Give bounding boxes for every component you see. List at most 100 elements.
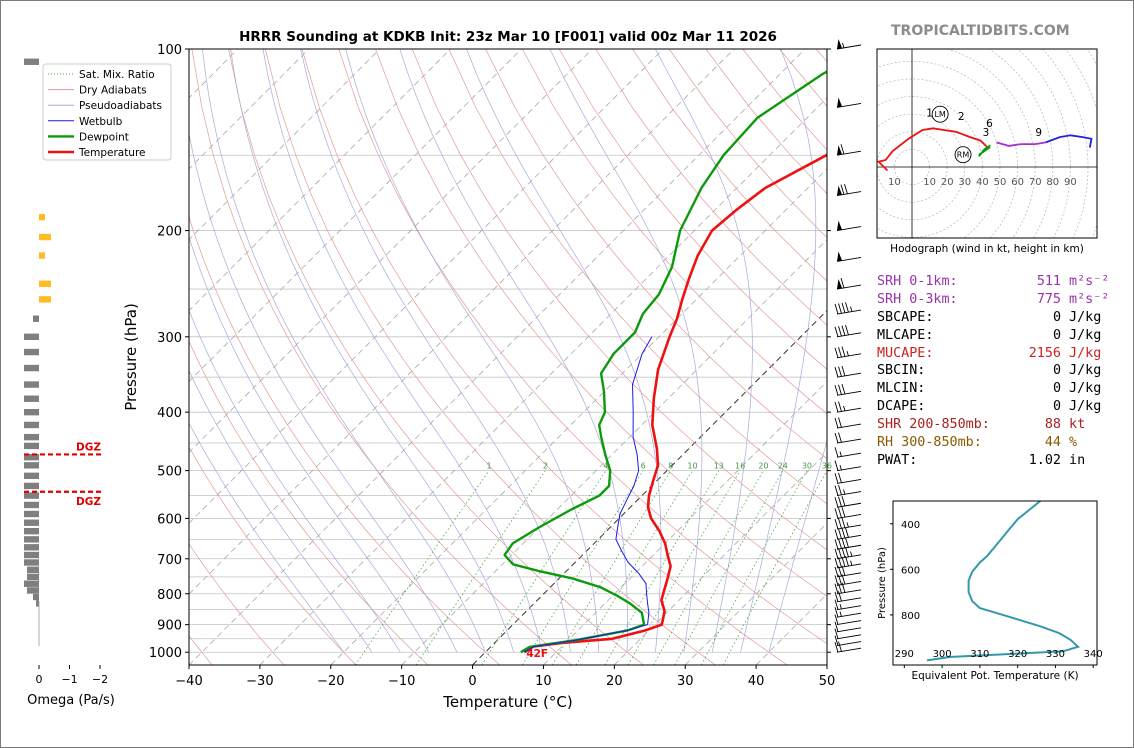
hodograph-caption: Hodograph (wind in kt, height in km) — [890, 243, 1084, 255]
mixing-ratio-line — [653, 470, 764, 665]
omega-bar — [39, 213, 45, 221]
dewpoint-line — [503, 70, 827, 654]
dry-adiabat — [228, 49, 644, 665]
stat-label: SRH 0-3km: — [877, 291, 958, 307]
barb-flag — [840, 277, 845, 289]
barb-flag — [841, 365, 846, 377]
stat-label: MUCAPE: — [877, 345, 934, 361]
hodograph-ring-label: 10 — [923, 177, 936, 188]
barb-flag — [845, 556, 849, 567]
omega-bar — [24, 442, 39, 450]
hodograph-height-label: 2 — [958, 111, 965, 123]
omega-bar — [24, 527, 39, 535]
omega-tick-label: −1 — [61, 673, 77, 686]
barb-flag — [838, 518, 842, 529]
stat-row: MLCAPE: 0 J/kg — [877, 327, 1109, 345]
mixing-ratio-label: 4 — [603, 462, 608, 471]
barb-flag — [838, 484, 842, 496]
barb-flag — [834, 621, 839, 632]
mixing-ratio-line — [415, 470, 546, 665]
wind-barb — [834, 495, 862, 508]
y-tick-label: 800 — [157, 588, 182, 603]
hodograph-labels: 10 10 20 30 40 50 60 70 80 90 1 2 36 9 LM RM — [888, 105, 1077, 188]
pseudoadiabat — [189, 309, 401, 653]
wind-barb — [836, 39, 862, 50]
skewt-axes-frame — [188, 48, 828, 666]
omega-bar — [24, 408, 39, 416]
hodograph-ring-label: 50 — [994, 177, 1007, 188]
barb-flag — [840, 184, 845, 195]
stat-value: 0 — [1052, 363, 1061, 379]
barb-flag — [834, 548, 839, 559]
wind-barb — [834, 472, 862, 484]
y-tick-label: 100 — [157, 43, 182, 58]
hodograph-ring-label: 60 — [1011, 177, 1024, 188]
barb-half-flag — [842, 42, 845, 49]
omega-bar — [24, 381, 39, 388]
hodograph-segment — [1045, 134, 1093, 148]
mixing-ratio-label: 16 — [735, 462, 745, 471]
stat-row: RH 300-850mb: 44 % — [877, 434, 1109, 452]
dry-adiabat — [375, 49, 827, 597]
barb-staff — [836, 44, 862, 50]
stat-value: 775 — [1036, 291, 1061, 307]
wind-barb — [836, 97, 862, 108]
storm-motion-label: RM — [957, 151, 970, 160]
barb-flag — [834, 367, 839, 378]
skewt-profiles — [503, 70, 827, 654]
legend-label: Sat. Mix. Ratio — [79, 69, 155, 81]
dgz-markers: DGZ DGZ — [24, 441, 101, 508]
barb-pennant — [837, 185, 842, 196]
mixing-ratio-line — [522, 470, 644, 665]
wind-barb — [834, 507, 862, 519]
barb-flag — [838, 401, 842, 412]
wind-barb — [834, 401, 862, 413]
y-axis-label: Pressure (hPa) — [122, 303, 140, 411]
x-tick-label: −30 — [246, 674, 273, 689]
barb-flag — [841, 325, 846, 336]
x-tick-label: −20 — [317, 674, 344, 689]
barb-flag — [834, 539, 839, 550]
barb-staff — [836, 150, 862, 156]
x-tick-label: 30 — [677, 674, 694, 689]
isotherm — [189, 49, 451, 312]
wind-barb — [836, 277, 862, 290]
barb-flag — [838, 507, 842, 518]
stat-label: RH 300-850mb: — [877, 435, 982, 451]
wind-barb — [834, 641, 862, 653]
barb-flag — [834, 460, 839, 471]
hodograph-ring-label: 20 — [941, 177, 954, 188]
chart-title: HRRR Sounding at KDKB Init: 23z Mar 10 [… — [239, 29, 777, 45]
barb-flag — [834, 508, 839, 519]
stat-row: PWAT: 1.02 in — [877, 452, 1109, 470]
theta-x-tick-label: 340 — [1084, 649, 1103, 660]
hodograph-height-label: 9 — [1035, 127, 1042, 139]
omega-bar — [39, 296, 51, 303]
dry-adiabat — [191, 49, 572, 665]
x-tick-label: 0 — [468, 674, 476, 689]
y-tick-label: 700 — [157, 553, 182, 568]
omega-tick-label: −2 — [92, 673, 108, 686]
isotherm — [189, 49, 310, 170]
stat-value: 1.02 — [1028, 452, 1061, 468]
y-tick-label: 500 — [157, 465, 182, 480]
barb-flag — [845, 537, 849, 548]
stat-label: SHR 200-850mb: — [877, 417, 990, 433]
barb-flag — [841, 384, 846, 395]
barb-staff — [836, 641, 862, 647]
wind-barb — [834, 484, 862, 497]
wind-barb — [834, 432, 862, 444]
legend-label: Temperature — [78, 147, 146, 159]
stat-value: 0 — [1052, 327, 1061, 343]
stat-unit: J/kg — [1061, 363, 1102, 379]
theta-e-xlabel: Equivalent Pot. Temperature (K) — [911, 670, 1078, 682]
barb-flag — [838, 574, 842, 586]
mixing-ratio-label: 30 — [802, 462, 812, 471]
omega-bar — [24, 472, 39, 480]
wind-barb — [834, 546, 862, 560]
wind-barb — [834, 591, 862, 603]
wind-barbs — [834, 39, 862, 653]
mixing-ratio-line — [354, 470, 490, 665]
theta-x-tick-label: 320 — [1008, 649, 1027, 660]
